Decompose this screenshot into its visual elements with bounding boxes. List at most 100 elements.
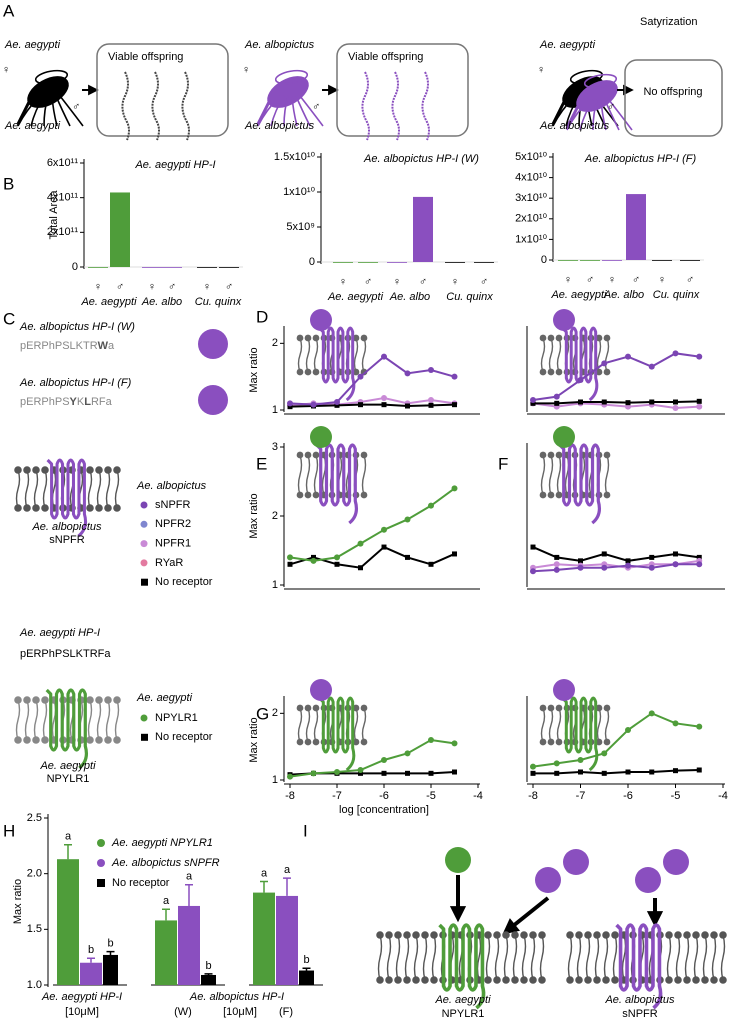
- offspring-box: [96, 43, 229, 137]
- point: [696, 554, 702, 560]
- lipid-tail: [720, 934, 726, 981]
- y-tick-label: 0: [541, 254, 547, 266]
- legend-marker: [140, 540, 148, 548]
- lipid-head: [511, 976, 519, 984]
- lipid-head: [14, 696, 22, 704]
- lipid-tail: [361, 454, 367, 496]
- lipid-head: [394, 931, 402, 939]
- lipid-head: [539, 368, 547, 376]
- lipid-head: [32, 466, 40, 474]
- point: [696, 398, 702, 404]
- lipid-head: [23, 504, 31, 512]
- series-line: [289, 545, 455, 569]
- point: [404, 750, 411, 757]
- lipid-tail: [556, 707, 562, 743]
- lipid-tail: [353, 707, 359, 743]
- lipid-tail: [33, 469, 39, 509]
- lipid-head: [511, 931, 519, 939]
- x-tick-label: -5: [671, 790, 681, 802]
- lipid-tail: [15, 469, 21, 509]
- lipid-head: [113, 696, 121, 704]
- lipid-tail: [305, 707, 311, 743]
- lipid-head: [296, 368, 304, 376]
- point: [310, 770, 317, 777]
- lipid-head: [95, 736, 103, 744]
- lipid-tail: [556, 454, 562, 496]
- lipid-head: [352, 334, 360, 342]
- peptide-ball: [553, 309, 575, 331]
- mosquito-proboscis: [256, 99, 272, 125]
- lipid-head: [95, 466, 103, 474]
- series-line: [289, 487, 456, 562]
- lipid-head: [421, 931, 429, 939]
- species-heading: Ae. albopictus: [136, 480, 207, 492]
- peptide-ball: [310, 309, 332, 331]
- female-symbol: ♀: [537, 64, 545, 76]
- lipid-tail: [305, 454, 311, 496]
- peptide-ball: [198, 329, 228, 359]
- sequence-part: Y: [70, 396, 78, 408]
- peptide-sequence: pERPhPSLKTRWa: [20, 340, 115, 352]
- male-symbol: ♂: [72, 101, 80, 113]
- lipid-tail: [540, 454, 546, 496]
- lipid-tail: [521, 934, 527, 981]
- receptor: [615, 923, 663, 1010]
- lipid-head: [701, 931, 709, 939]
- offspring-box: [624, 59, 723, 137]
- female-species: Ae. albopictus: [244, 39, 315, 51]
- membrane: [539, 696, 611, 772]
- point: [530, 770, 536, 776]
- lipid-head: [692, 976, 700, 984]
- mosquito-wing: [274, 69, 309, 85]
- point: [381, 402, 387, 408]
- series-line: [289, 355, 455, 406]
- lipid-tail: [42, 469, 48, 509]
- legend-label: sNPFR: [155, 499, 191, 511]
- significance-letter: b: [303, 954, 309, 966]
- point: [625, 400, 631, 406]
- lipid-head: [376, 976, 384, 984]
- y-tick-label: 1.0: [27, 979, 42, 991]
- lipid-tail: [596, 707, 602, 743]
- lipid-head: [312, 491, 320, 499]
- panel-label: G: [256, 704, 269, 723]
- lipid-tail: [114, 699, 120, 741]
- arrow-head: [328, 84, 339, 96]
- chart-title: Ae. albopictus HP-I (W): [363, 153, 479, 165]
- mosquito-wing: [34, 69, 69, 85]
- legend-label: RYaR: [155, 557, 183, 569]
- point: [357, 373, 364, 380]
- point: [310, 401, 317, 408]
- bar: [602, 260, 622, 261]
- lipid-tail: [305, 337, 311, 373]
- peptide-name: Ae. albopictus HP-I (F): [19, 377, 132, 389]
- receptor: [318, 696, 356, 772]
- lipid-tail: [353, 337, 359, 373]
- point: [601, 564, 608, 571]
- point: [578, 399, 583, 405]
- legend-marker: [97, 859, 105, 867]
- y-tick-label: 2: [272, 707, 278, 719]
- female-species: Ae. aegypti: [4, 39, 61, 51]
- lipid-tail: [693, 934, 699, 981]
- point: [428, 561, 434, 567]
- point: [334, 561, 340, 567]
- group-label: Ae. aegypti: [550, 289, 607, 301]
- category-label: ♂: [116, 281, 124, 293]
- lipid-tail: [594, 934, 600, 981]
- lipid-head: [539, 491, 547, 499]
- lipid-tail: [87, 469, 93, 509]
- lipid-head: [683, 976, 691, 984]
- bar: [178, 905, 200, 985]
- lipid-head: [595, 334, 603, 342]
- lipid-head: [403, 976, 411, 984]
- lipid-head: [710, 931, 718, 939]
- lipid-head: [719, 931, 727, 939]
- membrane: [14, 458, 121, 538]
- lipid-head: [23, 466, 31, 474]
- receptor-label: Ae. albopictus: [31, 521, 102, 533]
- lipid-head: [403, 931, 411, 939]
- membrane: [296, 443, 368, 525]
- lipid-tail: [621, 934, 627, 981]
- lipid-head: [104, 696, 112, 704]
